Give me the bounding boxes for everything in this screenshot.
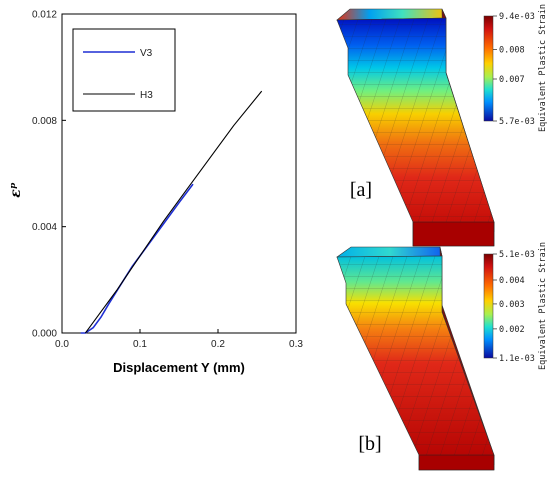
legend-label-h3: H3 bbox=[140, 90, 153, 101]
y-axis-label: εᵖ bbox=[8, 182, 24, 198]
series-layer bbox=[80, 90, 263, 334]
y-tick-label: 0.008 bbox=[32, 116, 57, 127]
colorbar-tick-label: 0.003 bbox=[499, 300, 525, 310]
panel-a: 9.4e-03 0.008 0.007 5.7e-03 Equivalent Plas… bbox=[336, 4, 548, 247]
y-tick-label: 0.004 bbox=[32, 222, 57, 233]
x-tick-label: 0.0 bbox=[55, 339, 69, 350]
panel-a-specimen bbox=[336, 8, 495, 247]
legend-box bbox=[72, 28, 176, 112]
panel-b-specimen bbox=[336, 246, 495, 471]
colorbar-tick-label: 0.002 bbox=[499, 325, 525, 335]
panel-b-bottom-face bbox=[418, 454, 495, 471]
colorbar-tick-label: 5.7e-03 bbox=[499, 117, 535, 127]
panel-b-colorbar-ticks: 5.1e-03 0.004 0.003 0.002 1.1e-03 bbox=[493, 250, 535, 364]
legend: V3 H3 bbox=[72, 28, 176, 112]
panel-b-label: [b] bbox=[358, 433, 381, 455]
panel-a-label: [a] bbox=[350, 179, 372, 201]
x-tick-label: 0.2 bbox=[211, 339, 225, 350]
x-axis-label: Displacement Y (mm) bbox=[113, 360, 245, 375]
y-tick-label: 0.000 bbox=[32, 329, 57, 340]
colorbar-tick-label: 0.004 bbox=[499, 276, 525, 286]
series-line-h3 bbox=[84, 90, 263, 334]
panel-b-mesh bbox=[337, 256, 494, 470]
panel-a-colorbar bbox=[483, 15, 494, 122]
y-tick-label: 0.012 bbox=[32, 10, 57, 21]
colorbar-tick-label: 9.4e-03 bbox=[499, 12, 535, 22]
panel-b-colorbar-title: Equivalent Plastic Strain bbox=[538, 242, 548, 370]
panel-a-colorbar-ticks: 9.4e-03 0.008 0.007 5.7e-03 bbox=[493, 12, 535, 127]
panel-b: 5.1e-03 0.004 0.003 0.002 1.1e-03 Equivalent… bbox=[336, 242, 548, 471]
line-chart: 0.0 0.1 0.2 0.3 0.000 0.004 0.008 0.012 V3 H3 D… bbox=[8, 10, 303, 376]
x-tick-label: 0.3 bbox=[289, 339, 303, 350]
axis-ticks: 0.0 0.1 0.2 0.3 0.000 0.004 0.008 0.012 bbox=[32, 10, 303, 351]
legend-label-v3: V3 bbox=[140, 48, 153, 59]
colorbar-tick-label: 0.008 bbox=[499, 46, 525, 56]
x-tick-label: 0.1 bbox=[133, 339, 147, 350]
colorbar-tick-label: 0.007 bbox=[499, 75, 525, 85]
panel-a-colorbar-title: Equivalent Plastic Strain bbox=[538, 4, 548, 132]
panel-a-bottom-face bbox=[412, 221, 495, 247]
panel-a-mesh bbox=[337, 18, 494, 246]
colorbar-tick-label: 5.1e-03 bbox=[499, 250, 535, 260]
colorbar-tick-label: 1.1e-03 bbox=[499, 354, 535, 364]
panel-b-colorbar bbox=[483, 253, 494, 359]
panel-b-top-face bbox=[336, 246, 443, 258]
